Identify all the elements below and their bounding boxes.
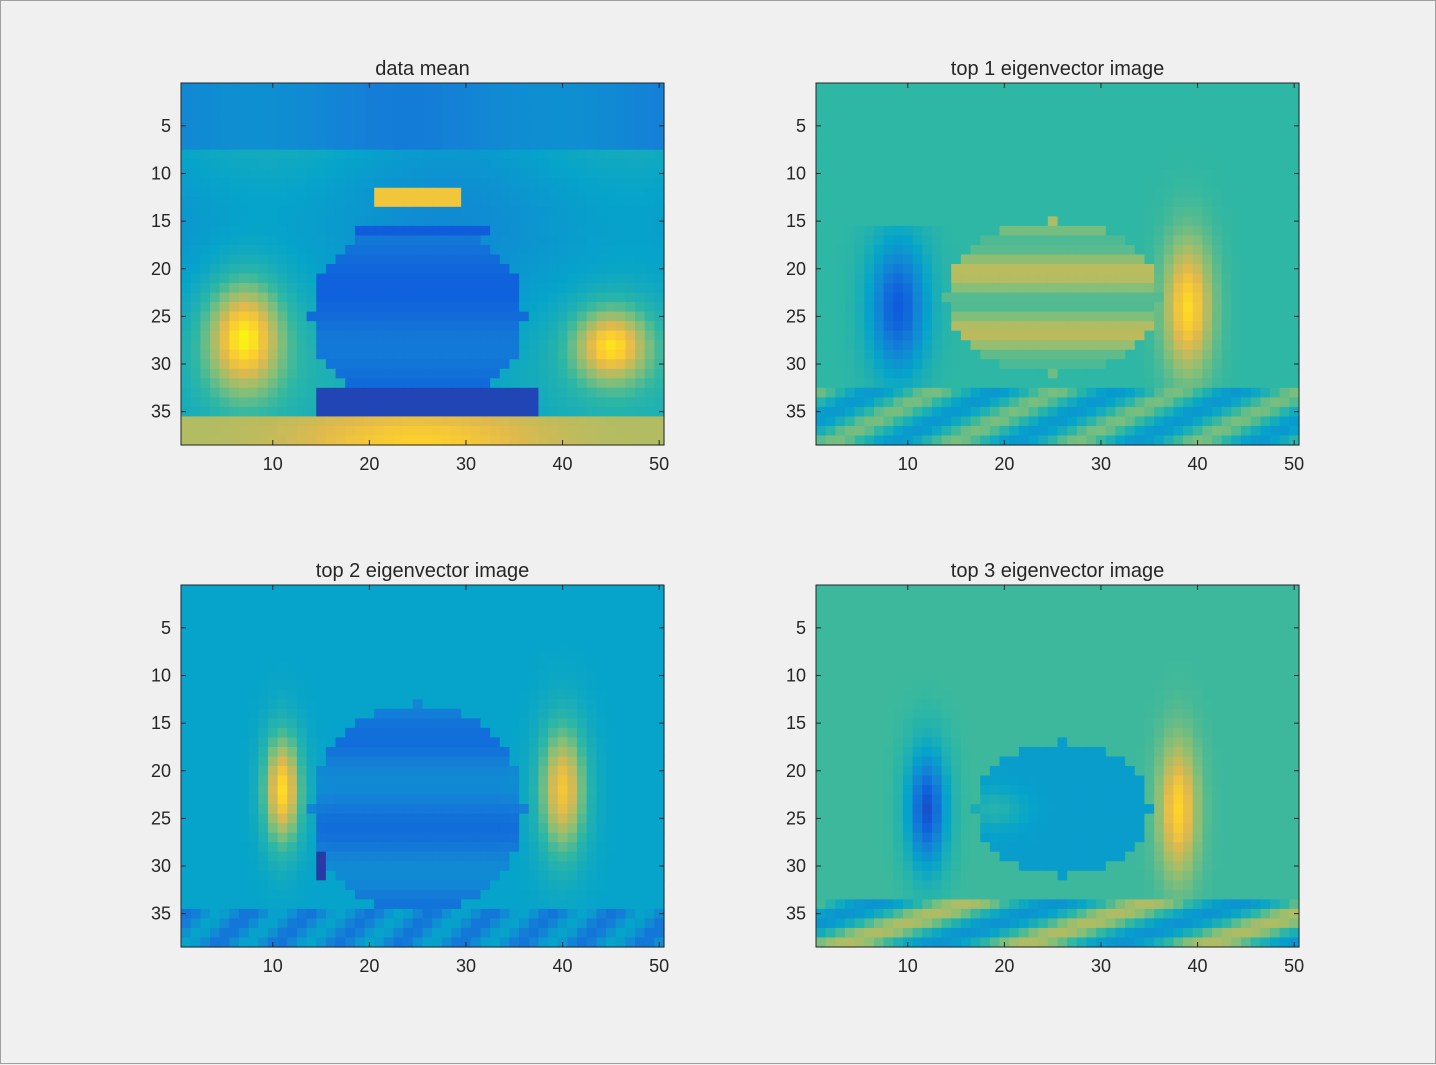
y-tick-label: 25	[786, 306, 806, 326]
y-tick-label: 10	[151, 164, 171, 184]
x-tick-label: 10	[898, 956, 918, 976]
x-tick-label: 30	[1091, 454, 1111, 474]
x-tick-label: 10	[263, 454, 283, 474]
y-tick-label: 30	[786, 354, 806, 374]
y-tick-label: 15	[786, 211, 806, 231]
subplot-eigenvector-1: top 1 eigenvector image 10 20 30 40 50 5 10 15 20…	[756, 51, 1316, 481]
y-tick-label: 5	[796, 618, 806, 638]
x-tick-label: 40	[553, 454, 573, 474]
y-tick-label: 35	[786, 904, 806, 924]
axes-frame	[180, 584, 665, 948]
x-tick-label: 20	[994, 454, 1014, 474]
y-tick-label: 20	[151, 259, 171, 279]
y-tick-label: 20	[786, 761, 806, 781]
y-tick-label: 15	[151, 211, 171, 231]
axes-frame	[815, 584, 1300, 948]
subplot-eigenvector-3: top 3 eigenvector image 10 20 30 40 50 5 10 15 20…	[756, 553, 1316, 983]
y-tick-label: 10	[151, 666, 171, 686]
x-tick-label: 40	[1188, 454, 1208, 474]
y-tick-label: 15	[151, 713, 171, 733]
y-tick-label: 20	[786, 259, 806, 279]
subplot-eigenvector-2: top 2 eigenvector image 10 20 30 40 50 5 10 15 20…	[121, 553, 681, 983]
y-tick-label: 25	[151, 306, 171, 326]
heatmap-data-mean: data mean 10 20 30 40 50 5 10 15 20 25 30 35	[151, 58, 669, 474]
y-tick-label: 25	[151, 808, 171, 828]
x-tick-label: 20	[359, 956, 379, 976]
y-tick-label: 35	[151, 402, 171, 422]
axes-frame	[815, 82, 1300, 446]
heatmap-eigenvector-1: top 1 eigenvector image 10 20 30 40 50 5 10 15 20…	[786, 58, 1304, 474]
y-tick-label: 10	[786, 666, 806, 686]
y-tick-label: 5	[796, 116, 806, 136]
axes-frame	[180, 82, 665, 446]
image-pixels	[816, 83, 1300, 446]
x-tick-label: 30	[456, 454, 476, 474]
y-tick-label: 25	[786, 808, 806, 828]
y-tick-label: 5	[161, 116, 171, 136]
x-tick-label: 50	[649, 454, 669, 474]
y-tick-label: 30	[151, 354, 171, 374]
heatmap-eigenvector-3: top 3 eigenvector image 10 20 30 40 50 5 10 15 20…	[786, 560, 1304, 976]
x-tick-label: 20	[359, 454, 379, 474]
x-tick-label: 10	[898, 454, 918, 474]
plot-title: top 1 eigenvector image	[951, 58, 1164, 80]
image-pixels	[816, 585, 1300, 948]
y-tick-label: 20	[151, 761, 171, 781]
plot-title: top 2 eigenvector image	[316, 560, 529, 582]
x-tick-label: 50	[1284, 454, 1304, 474]
x-tick-label: 20	[994, 956, 1014, 976]
x-tick-label: 40	[553, 956, 573, 976]
plot-title: top 3 eigenvector image	[951, 560, 1164, 582]
x-tick-label: 40	[1188, 956, 1208, 976]
image-pixels	[181, 83, 665, 446]
y-tick-label: 5	[161, 618, 171, 638]
y-tick-label: 10	[786, 164, 806, 184]
y-tick-label: 15	[786, 713, 806, 733]
heatmap-eigenvector-2: top 2 eigenvector image 10 20 30 40 50 5 10 15 20…	[151, 560, 669, 976]
subplot-data-mean: data mean 10 20 30 40 50 5 10 15 20 25 30 35	[121, 51, 681, 481]
y-tick-label: 30	[151, 856, 171, 876]
y-tick-label: 35	[786, 402, 806, 422]
x-tick-label: 50	[1284, 956, 1304, 976]
x-tick-label: 50	[649, 956, 669, 976]
x-tick-label: 30	[1091, 956, 1111, 976]
x-tick-label: 30	[456, 956, 476, 976]
x-tick-label: 10	[263, 956, 283, 976]
y-tick-label: 30	[786, 856, 806, 876]
y-tick-label: 35	[151, 904, 171, 924]
image-pixels	[181, 585, 665, 948]
plot-title: data mean	[375, 58, 470, 80]
